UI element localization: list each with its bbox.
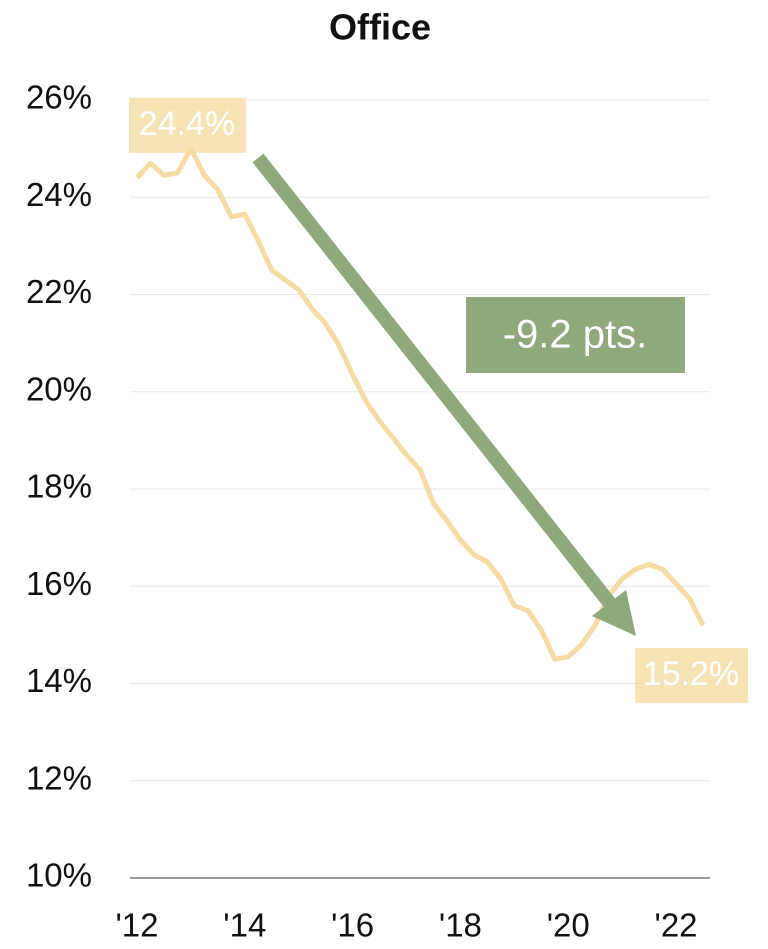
y-tick-label: 10% (26, 857, 92, 894)
y-tick-label: 12% (26, 759, 92, 796)
x-tick-label: '12 (115, 907, 158, 944)
x-tick-label: '18 (439, 907, 482, 944)
x-tick-label: '22 (655, 907, 698, 944)
trend-arrow (252, 153, 618, 611)
start-label-box (129, 97, 247, 153)
x-tick-label: '16 (331, 907, 374, 944)
trend-arrowhead (592, 590, 636, 636)
y-tick-label: 14% (26, 662, 92, 699)
y-tick-label: 20% (26, 370, 92, 407)
start-label: 24.4% (139, 105, 235, 143)
y-tick-label: 16% (26, 565, 92, 602)
x-tick-label: '20 (547, 907, 590, 944)
end-label-box (634, 648, 748, 704)
change-label: -9.2 pts. (503, 313, 648, 357)
y-tick-label: 18% (26, 468, 92, 505)
x-tick-label: '14 (223, 907, 266, 944)
y-tick-label: 24% (26, 176, 92, 213)
data-line (135, 146, 706, 662)
y-tick-label: 22% (26, 273, 92, 310)
y-tick-label: 26% (26, 79, 92, 116)
end-label: 15.2% (643, 655, 739, 693)
change-box (466, 297, 685, 373)
chart-title: Office (329, 7, 431, 48)
